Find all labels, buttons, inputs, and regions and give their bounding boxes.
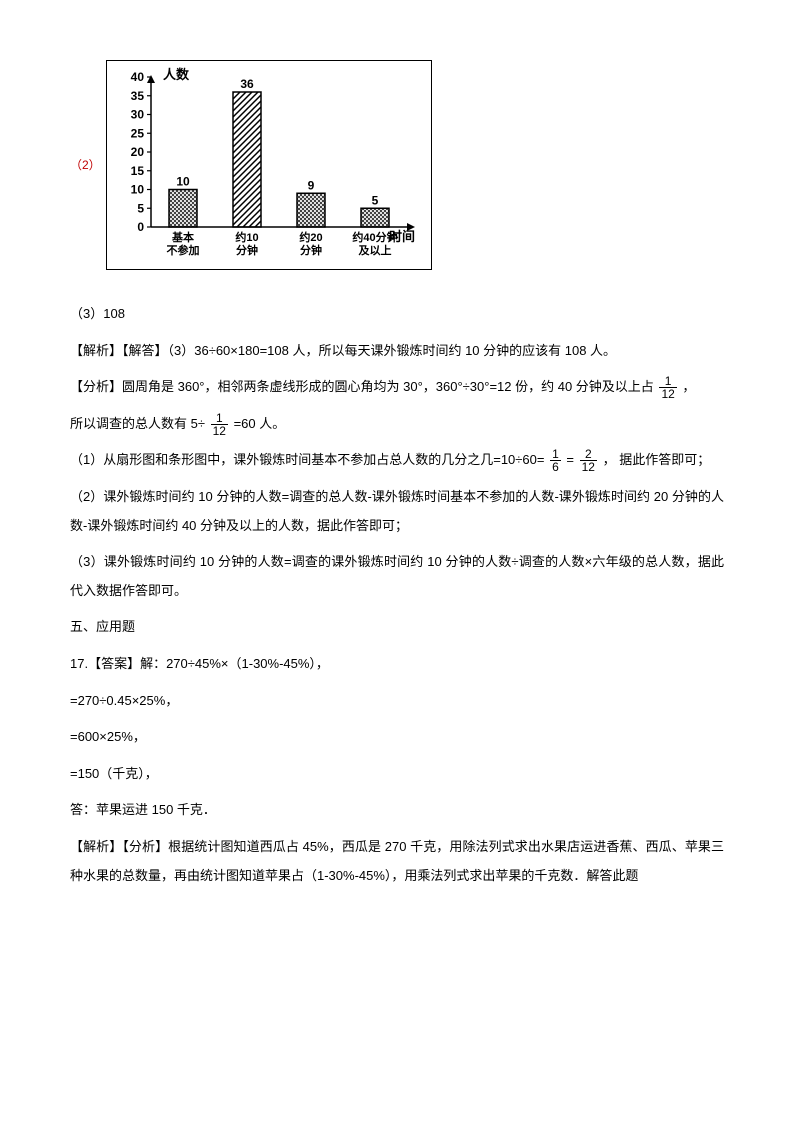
svg-text:20: 20 [130,145,144,159]
fenxi-line-b: 所以调查的总人数有 5÷ 1 12 =60 人。 [70,410,724,439]
svg-text:5: 5 [371,193,378,207]
item-1-text: （1）从扇形图和条形图中，课外锻炼时间基本不参加占总人数的几分之几=10÷60= [70,452,544,467]
svg-text:25: 25 [130,126,144,140]
q17-l3: =600×25%， [70,723,724,752]
svg-text:分钟: 分钟 [236,243,258,257]
frac-1-6: 1 6 [550,448,561,473]
fenxi-b-text: 所以调查的总人数有 5÷ [70,416,205,431]
svg-text:及以上: 及以上 [358,243,391,257]
q17-l4: =150（千克）， [70,760,724,789]
svg-text:15: 15 [130,164,144,178]
bar-chart: 0510152025303540人数时间10基本不参加36约10分钟9约20分钟… [111,65,421,265]
jiexi-jieda: 【解析】【解答】（3）36÷60×180=108 人，所以每天课外锻炼时间约 1… [70,337,724,366]
svg-text:35: 35 [130,89,144,103]
q17-jiexi: 【解析】【分析】根据统计图知道西瓜占 45%，西瓜是 270 千克，用除法列式求… [70,833,724,890]
svg-text:5: 5 [137,201,144,215]
chart-prefix: （2） [70,152,101,178]
svg-text:约20: 约20 [299,230,322,244]
q17-ans: 17.【答案】解：270÷45%×（1-30%-45%）， [70,650,724,679]
item-1-eq: = [566,452,574,467]
svg-text:40: 40 [130,70,144,84]
svg-text:约40分钟: 约40分钟 [352,230,397,244]
svg-text:10: 10 [176,175,190,189]
fenxi-b-end: =60 人。 [234,416,286,431]
svg-text:10: 10 [130,183,144,197]
item-1-end: ， 据此作答即可； [603,452,711,467]
svg-text:约10: 约10 [235,230,258,244]
q17-l5: 答：苹果运进 150 千克． [70,796,724,825]
svg-text:9: 9 [307,178,314,192]
svg-text:30: 30 [130,108,144,122]
item-3b: （3）课外锻炼时间约 10 分钟的人数=调查的课外锻炼时间约 10 分钟的人数÷… [70,548,724,605]
chart-wrap: 0510152025303540人数时间10基本不参加36约10分钟9约20分钟… [106,60,432,270]
svg-text:人数: 人数 [163,67,190,82]
frac-2-12: 2 12 [580,448,597,473]
item-1: （1）从扇形图和条形图中，课外锻炼时间基本不参加占总人数的几分之几=10÷60=… [70,446,724,475]
svg-text:36: 36 [240,77,254,91]
frac-1-12-b: 1 12 [211,412,228,437]
svg-text:分钟: 分钟 [300,243,322,257]
q17-l2: =270÷0.45×25%， [70,687,724,716]
item-2: （2）课外锻炼时间约 10 分钟的人数=调查的总人数-课外锻炼时间基本不参加的人… [70,483,724,540]
frac-1-12-a: 1 12 [659,375,676,400]
chart-row: （2） 0510152025303540人数时间10基本不参加36约10分钟9约… [70,60,724,270]
svg-text:0: 0 [137,220,144,234]
svg-text:不参加: 不参加 [166,243,199,257]
fenxi-a-end: ， [682,379,695,394]
answer-3: （3）108 [70,300,724,329]
section-5: 五、应用题 [70,613,724,642]
fenxi-line-a: 【分析】圆周角是 360°，相邻两条虚线形成的圆心角均为 30°，360°÷30… [70,373,724,402]
fenxi-a-text: 【分析】圆周角是 360°，相邻两条虚线形成的圆心角均为 30°，360°÷30… [70,379,654,394]
svg-text:基本: 基本 [171,230,194,244]
